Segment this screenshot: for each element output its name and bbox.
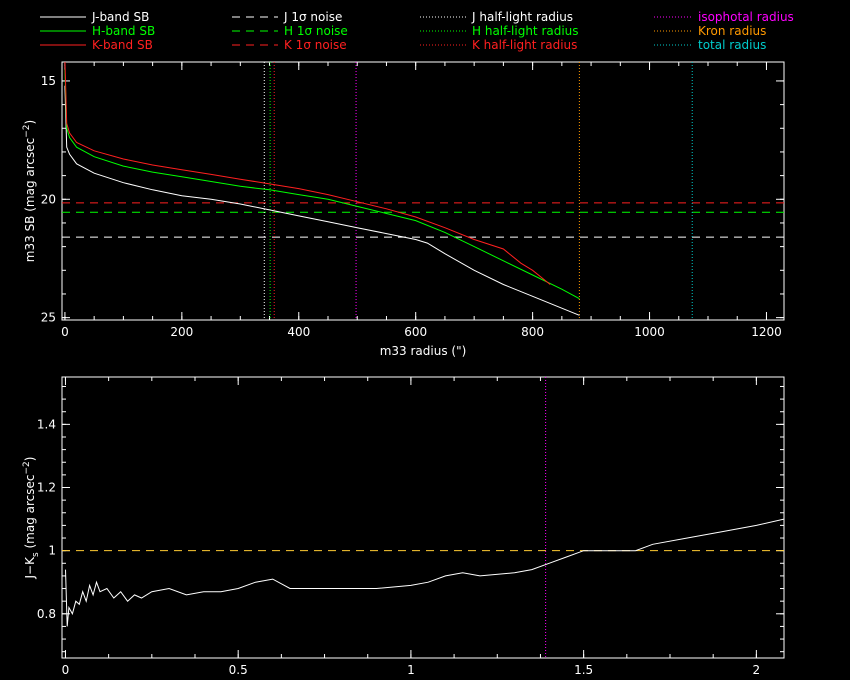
legend-label-3: J 1σ noise — [283, 10, 342, 24]
x-tick-label: 600 — [404, 325, 427, 339]
y-axis-label-mid: (mag arcsec — [23, 474, 37, 552]
y-axis-label: J−Ks (mag arcsec−2) — [22, 457, 41, 580]
plot-frame — [61, 376, 785, 659]
legend-label-9: isophotal radius — [698, 10, 794, 24]
x-tick-label: 400 — [287, 325, 310, 339]
x-tick-label: 1000 — [634, 325, 665, 339]
legend-label-2: K-band SB — [92, 38, 153, 52]
x-tick-label: 1 — [407, 663, 415, 677]
x-tick-label: 0 — [61, 325, 69, 339]
y-tick-label: 20 — [41, 192, 56, 206]
y-axis-label-text: J−K — [23, 556, 37, 580]
x-tick-label: 0 — [62, 663, 70, 677]
y-axis-label-sup: −2 — [22, 461, 32, 474]
legend-label-4: H 1σ noise — [284, 24, 348, 38]
x-tick-label: 1200 — [751, 325, 782, 339]
legend-label-7: H half-light radius — [472, 24, 579, 38]
y-axis-label-sub: s — [31, 552, 41, 557]
x-axis-label-text: m33 radius (") — [380, 344, 467, 358]
y-tick-label: 1.4 — [37, 417, 56, 431]
y-tick-label: 15 — [41, 74, 56, 88]
series-line-2 — [64, 62, 551, 285]
plot-area — [62, 377, 784, 658]
plot-frame — [61, 61, 785, 321]
y-axis-label: m33 SB (mag arcsec−2) — [22, 120, 37, 262]
legend-label-11: total radius — [698, 38, 766, 52]
y-axis-label-sup: −2 — [22, 124, 32, 137]
legend-label-1: H-band SB — [92, 24, 155, 38]
plot-area — [62, 62, 784, 320]
y-tick-label: 25 — [41, 311, 56, 325]
legend-label-6: J half-light radius — [471, 10, 573, 24]
x-axis-label: m33 radius (") — [380, 344, 467, 358]
legend-label-8: K half-light radius — [472, 38, 577, 52]
x-tick-label: 800 — [521, 325, 544, 339]
y-axis-label-end: ) — [23, 457, 37, 462]
series-line-0 — [65, 518, 784, 627]
y-tick-label: 1.2 — [37, 481, 56, 495]
surface-brightness-panel: 0 200 400 600 800 1000 1200 15 20 25 m33 radius ("… — [22, 61, 785, 358]
legend-label-0: J-band SB — [91, 10, 149, 24]
legend-label-5: K 1σ noise — [284, 38, 347, 52]
y-axis-label-text: m33 SB (mag arcsec — [23, 138, 37, 262]
x-tick-label: 0.5 — [229, 663, 248, 677]
series-line-0 — [64, 85, 580, 316]
legend-label-10: Kron radius — [698, 24, 766, 38]
y-tick-label: 0.8 — [37, 607, 56, 621]
x-tick-label: 2 — [753, 663, 761, 677]
y-tick-label: 1 — [48, 544, 56, 558]
series-line-1 — [64, 69, 580, 300]
x-tick-label: 1.5 — [574, 663, 593, 677]
x-tick-label: 200 — [170, 325, 193, 339]
y-axis-label-end: ) — [23, 120, 37, 125]
color-profile-panel: 00.511.520.811.21.4radius / RJeJ−Ks (mag… — [22, 376, 785, 677]
